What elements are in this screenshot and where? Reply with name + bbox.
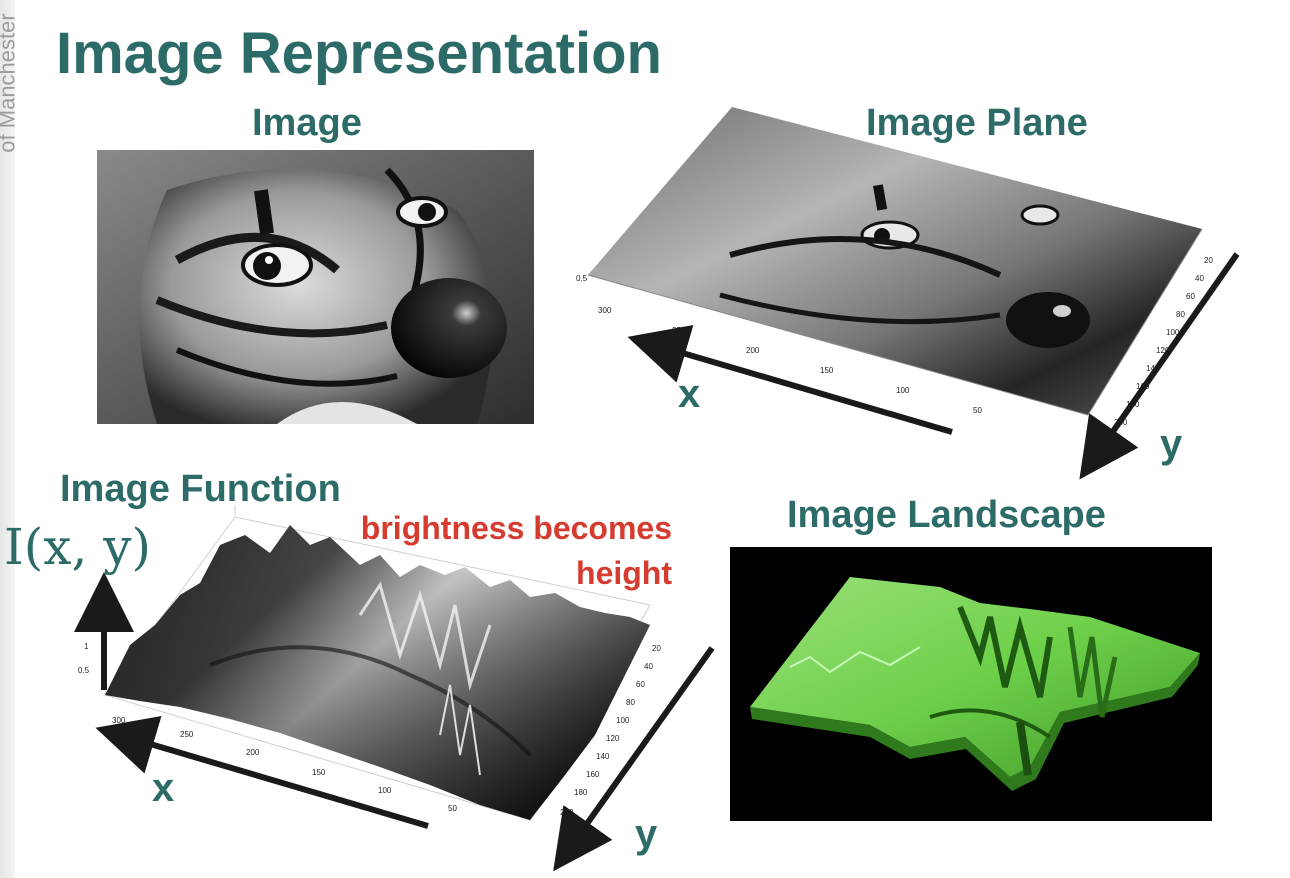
function-y-tick: 60 xyxy=(636,680,645,689)
function-x-tick: 50 xyxy=(448,804,457,813)
function-z-tick: 1 xyxy=(84,642,89,651)
slide-title: Image Representation xyxy=(56,21,662,86)
function-x-arrow xyxy=(95,716,429,829)
function-y-tick: 160 xyxy=(586,770,600,779)
image-plane-label: Image Plane xyxy=(866,102,1088,144)
function-y-tick: 40 xyxy=(644,662,653,671)
function-y-tick: 80 xyxy=(626,698,635,707)
plane-y-axis-label: y xyxy=(1160,422,1183,466)
function-x-tick: 250 xyxy=(180,730,194,739)
image-function-label: Image Function xyxy=(60,468,341,510)
image-plane-plot: 300 250 200 150 100 50 0.5 20 40 60 80 1… xyxy=(576,107,1213,427)
image-label: Image xyxy=(252,102,362,144)
image-landscape-render xyxy=(730,547,1212,821)
plane-x-tick: 100 xyxy=(896,386,910,395)
function-x-tick: 150 xyxy=(312,768,326,777)
function-y-tick: 140 xyxy=(596,752,610,761)
plane-y-tick: 80 xyxy=(1176,310,1185,319)
function-x-axis-label: x xyxy=(152,766,175,810)
plane-y-arrow xyxy=(1079,252,1240,480)
plane-y-tick: 20 xyxy=(1204,256,1213,265)
brightness-annotation-line2: height xyxy=(576,555,672,591)
function-y-arrow xyxy=(553,646,715,872)
function-x-tick: 200 xyxy=(246,748,260,757)
plane-y-tick: 120 xyxy=(1156,346,1170,355)
plane-x-arrow xyxy=(627,324,953,435)
plane-x-tick: 50 xyxy=(973,406,982,415)
plane-x-axis-label: x xyxy=(678,372,701,416)
plane-y-tick: 60 xyxy=(1186,292,1195,301)
function-y-tick: 120 xyxy=(606,734,620,743)
brightness-annotation-line1: brightness becomes xyxy=(360,510,672,546)
plane-y-tick: 40 xyxy=(1195,274,1204,283)
image-function-formula: I(x, y) xyxy=(4,518,151,576)
function-x-tick: 100 xyxy=(378,786,392,795)
plane-x-tick: 300 xyxy=(598,306,612,315)
function-y-axis-label: y xyxy=(635,812,658,856)
plane-y-tick: 100 xyxy=(1166,328,1180,337)
plane-x-tick: 200 xyxy=(746,346,760,355)
function-y-tick: 20 xyxy=(652,644,661,653)
function-y-tick: 100 xyxy=(616,716,630,725)
function-y-tick: 180 xyxy=(574,788,588,797)
plane-z-tick: 0.5 xyxy=(576,274,588,283)
image-function-plot: 1 0.5 300 250 200 150 100 50 20 40 60 80… xyxy=(78,505,661,821)
plane-x-tick: 150 xyxy=(820,366,834,375)
function-z-tick: 0.5 xyxy=(78,666,90,675)
plane-y-tick: 140 xyxy=(1146,364,1160,373)
clown-image xyxy=(97,150,534,424)
image-landscape-label: Image Landscape xyxy=(787,494,1106,536)
university-side-strip: of Manchester xyxy=(0,0,15,878)
